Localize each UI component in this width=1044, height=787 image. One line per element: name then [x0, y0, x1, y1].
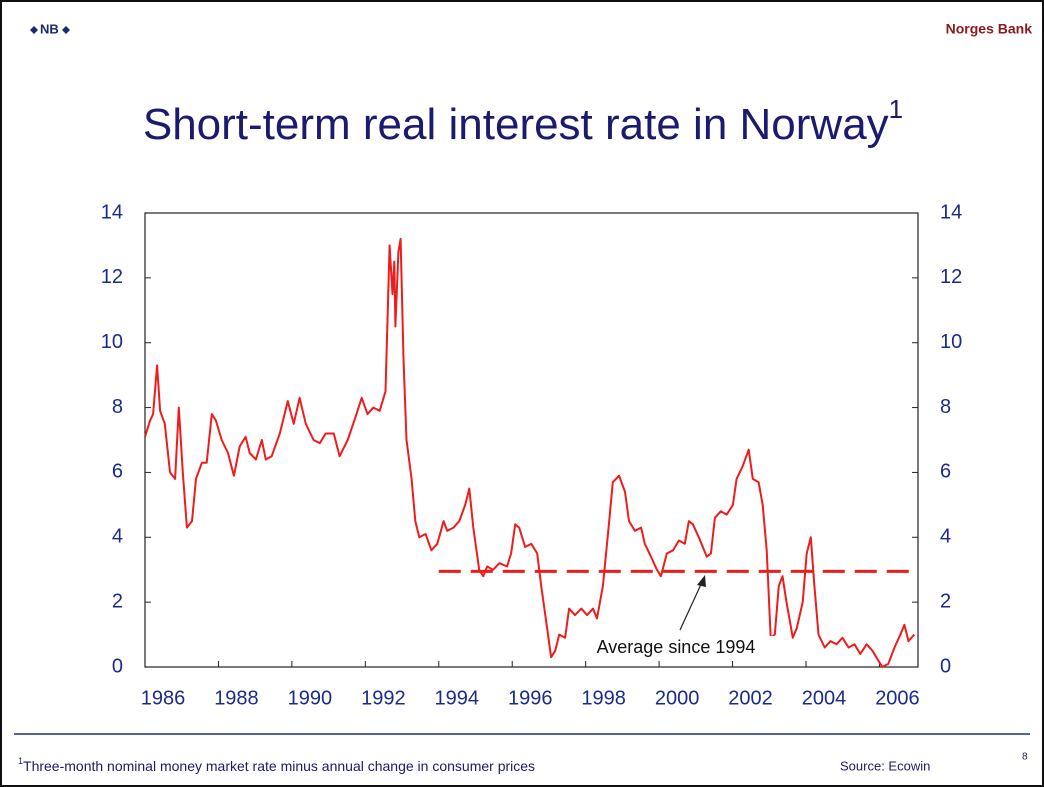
x-tick-label: 1996: [508, 687, 553, 709]
x-tick-label: 2006: [875, 687, 920, 709]
y-tick-label: 14: [101, 201, 123, 223]
footnote-text: Three-month nominal money market rate mi…: [23, 758, 535, 774]
x-tick-label: 1986: [141, 687, 186, 709]
y2-tick-label: 2: [940, 590, 951, 612]
x-tick-label: 2000: [655, 687, 700, 709]
brand: Norges Bank: [946, 21, 1033, 37]
chart-title: Short-term real interest rate in Norway1: [143, 94, 903, 149]
annotation: Average since 1994: [597, 637, 756, 657]
x-tick-label: 1988: [214, 687, 259, 709]
x-tick-label: 1998: [581, 687, 626, 709]
y-tick-label: 8: [112, 396, 123, 418]
series-line: [144, 237, 916, 668]
y2-tick-label: 0: [940, 655, 951, 677]
y2-tick-label: 8: [940, 396, 951, 418]
page-number: 8: [1022, 752, 1028, 763]
annotation-bg: [574, 636, 782, 660]
annotation-arrowhead: [697, 575, 706, 587]
y2-tick-label: 4: [940, 526, 951, 548]
annotation-arrow: [679, 579, 704, 631]
x-tick-label: 1994: [435, 687, 480, 709]
source: Source: Ecowin: [840, 758, 930, 773]
logo: NB: [40, 21, 59, 36]
y2-tick-label: 14: [940, 201, 962, 223]
y2-tick-label: 12: [940, 266, 962, 288]
y2-tick-label: 10: [940, 331, 962, 353]
y-tick-label: 12: [101, 266, 123, 288]
logo-ornament: [30, 26, 70, 34]
y2-tick-label: 6: [940, 461, 951, 483]
y-tick-label: 10: [101, 331, 123, 353]
footnote-marker: 1: [18, 756, 23, 766]
y-tick-label: 6: [112, 461, 123, 483]
x-tick-label: 2002: [728, 687, 773, 709]
y-tick-label: 0: [112, 655, 123, 677]
x-tick-label: 2004: [802, 687, 847, 709]
y-tick-label: 2: [112, 590, 123, 612]
plot-frame: [144, 212, 919, 668]
footnote: 1Three-month nominal money market rate m…: [18, 756, 535, 773]
title-text: Short-term real interest rate in Norway: [143, 100, 889, 149]
x-tick-label: 1990: [288, 687, 333, 709]
y-tick-label: 4: [112, 526, 123, 548]
title-superscript: 1: [889, 94, 903, 124]
x-tick-label: 1992: [361, 687, 406, 709]
